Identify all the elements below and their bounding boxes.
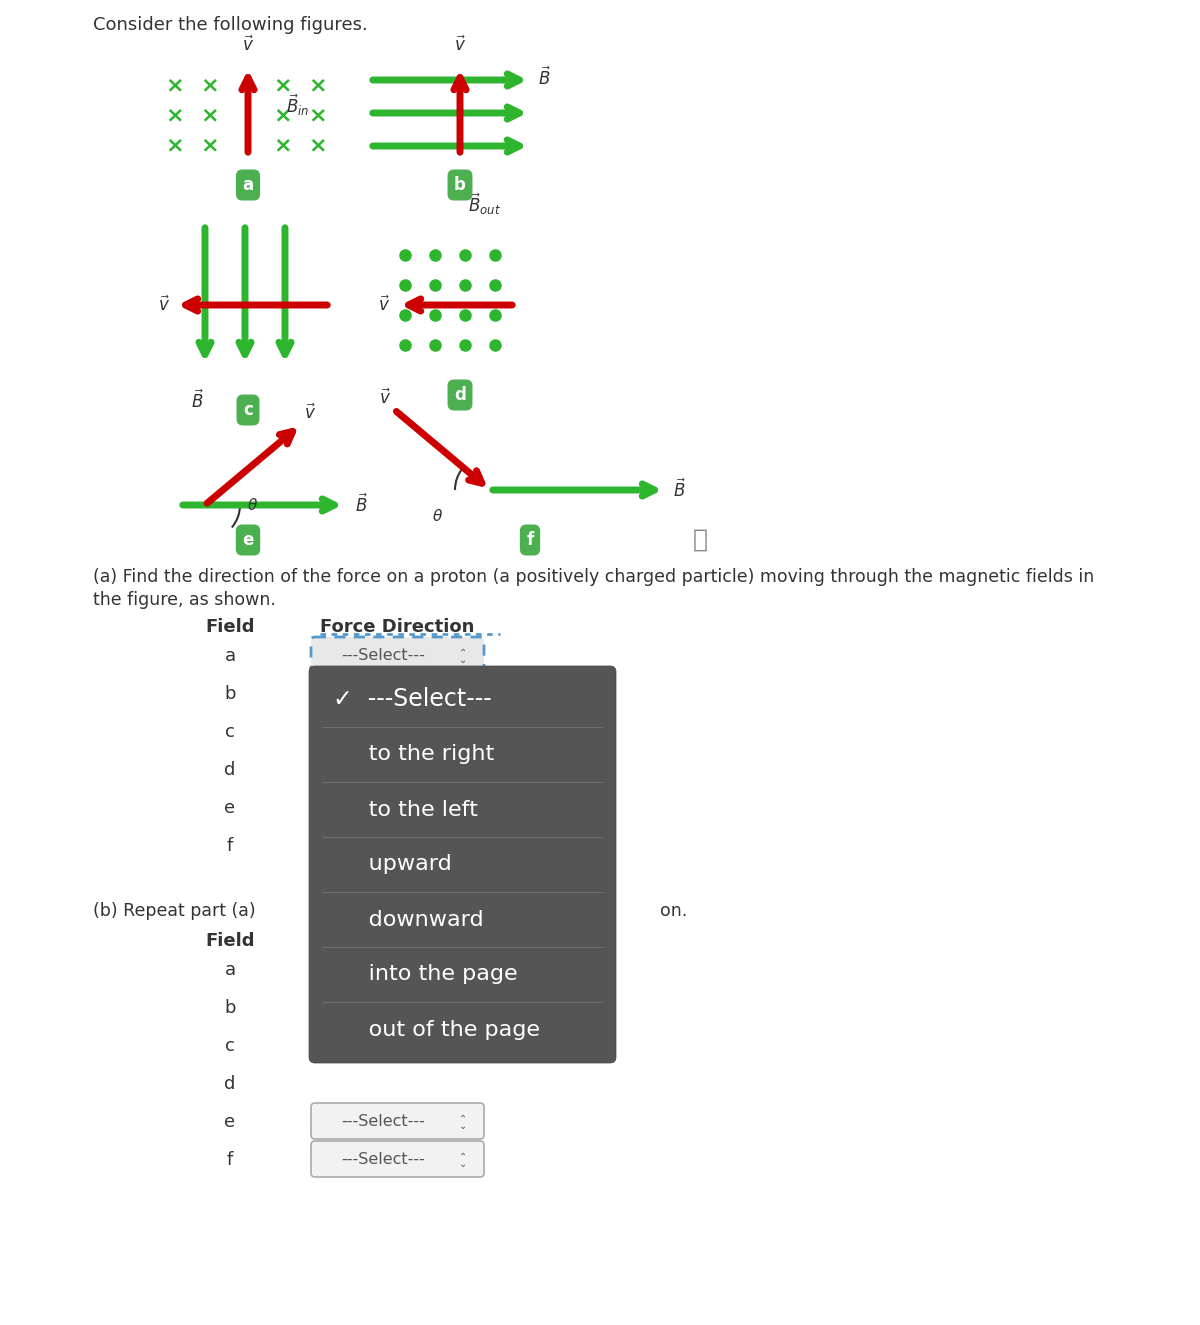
- Text: $\vec{B}_{in}$: $\vec{B}_{in}$: [286, 93, 310, 118]
- Text: ⌃
⌄: ⌃ ⌄: [458, 1113, 467, 1130]
- Text: e: e: [242, 531, 253, 549]
- Text: d: d: [224, 761, 235, 779]
- Text: into the page: into the page: [334, 965, 517, 984]
- Text: Field: Field: [205, 617, 254, 636]
- Text: $\vec{B}$: $\vec{B}$: [538, 66, 551, 89]
- FancyBboxPatch shape: [311, 637, 484, 673]
- Text: to the right: to the right: [334, 745, 494, 765]
- Text: c: c: [226, 723, 235, 741]
- Text: $\vec{B}$: $\vec{B}$: [355, 494, 368, 517]
- Text: ×: ×: [274, 135, 293, 155]
- Text: ---Select---: ---Select---: [341, 1153, 425, 1167]
- Text: e: e: [224, 799, 235, 818]
- Text: ✓  ---Select---: ✓ ---Select---: [334, 688, 492, 712]
- Text: Consider the following figures.: Consider the following figures.: [94, 16, 367, 34]
- Text: $\vec{B}_{out}$: $\vec{B}_{out}$: [468, 192, 500, 217]
- Text: $\vec{v}$: $\vec{v}$: [158, 295, 170, 315]
- Text: f: f: [227, 837, 233, 855]
- Text: a: a: [224, 961, 235, 979]
- Text: ---Select---: ---Select---: [341, 1114, 425, 1129]
- Text: Force Direction: Force Direction: [320, 617, 474, 636]
- Text: d: d: [224, 1075, 235, 1093]
- Text: Field: Field: [205, 931, 254, 950]
- Text: downward: downward: [334, 909, 484, 930]
- Text: $\vec{v}$: $\vec{v}$: [304, 403, 316, 423]
- Text: c: c: [244, 401, 253, 419]
- Text: $\vec{v}$: $\vec{v}$: [242, 36, 254, 56]
- FancyBboxPatch shape: [311, 1102, 484, 1140]
- Text: ×: ×: [308, 76, 328, 95]
- Text: ⓘ: ⓘ: [692, 527, 708, 553]
- Text: upward: upward: [334, 855, 451, 874]
- Text: $\vec{v}$: $\vec{v}$: [378, 295, 390, 315]
- Text: $\theta$: $\theta$: [432, 507, 444, 523]
- Text: ×: ×: [308, 105, 328, 125]
- Text: (b) Repeat part (a): (b) Repeat part (a): [94, 902, 256, 920]
- Text: $\theta$: $\theta$: [247, 497, 258, 513]
- Text: the figure, as shown.: the figure, as shown.: [94, 591, 276, 610]
- Text: ×: ×: [274, 76, 293, 95]
- Text: e: e: [224, 1113, 235, 1132]
- Text: ×: ×: [166, 135, 185, 155]
- Text: ×: ×: [308, 135, 328, 155]
- Text: to the left: to the left: [334, 799, 478, 819]
- FancyBboxPatch shape: [310, 666, 616, 1063]
- Text: ⌃
⌄: ⌃ ⌄: [458, 1151, 467, 1169]
- Text: b: b: [224, 999, 235, 1018]
- Text: ×: ×: [274, 105, 293, 125]
- Text: f: f: [227, 1151, 233, 1169]
- Text: ⌃
⌄: ⌃ ⌄: [458, 647, 467, 665]
- Text: $\vec{v}$: $\vec{v}$: [454, 36, 466, 56]
- Text: a: a: [224, 647, 235, 665]
- Text: out of the page: out of the page: [334, 1019, 540, 1040]
- Text: d: d: [454, 386, 466, 404]
- Text: ×: ×: [166, 105, 185, 125]
- Text: b: b: [454, 176, 466, 193]
- Text: on.: on.: [660, 902, 688, 920]
- Text: ×: ×: [200, 105, 220, 125]
- Text: $\vec{v}$: $\vec{v}$: [379, 388, 391, 408]
- Text: a: a: [242, 176, 253, 193]
- Text: ---Select---: ---Select---: [341, 648, 425, 664]
- Text: ×: ×: [200, 135, 220, 155]
- Text: (a) Find the direction of the force on a proton (a positively charged particle) : (a) Find the direction of the force on a…: [94, 568, 1094, 586]
- Text: $\vec{B}$: $\vec{B}$: [673, 478, 686, 501]
- Text: b: b: [224, 685, 235, 704]
- FancyBboxPatch shape: [311, 1141, 484, 1177]
- Text: ×: ×: [166, 76, 185, 95]
- Text: $\vec{B}$: $\vec{B}$: [191, 390, 205, 412]
- Text: ×: ×: [200, 76, 220, 95]
- Text: f: f: [527, 531, 534, 549]
- Text: c: c: [226, 1037, 235, 1055]
